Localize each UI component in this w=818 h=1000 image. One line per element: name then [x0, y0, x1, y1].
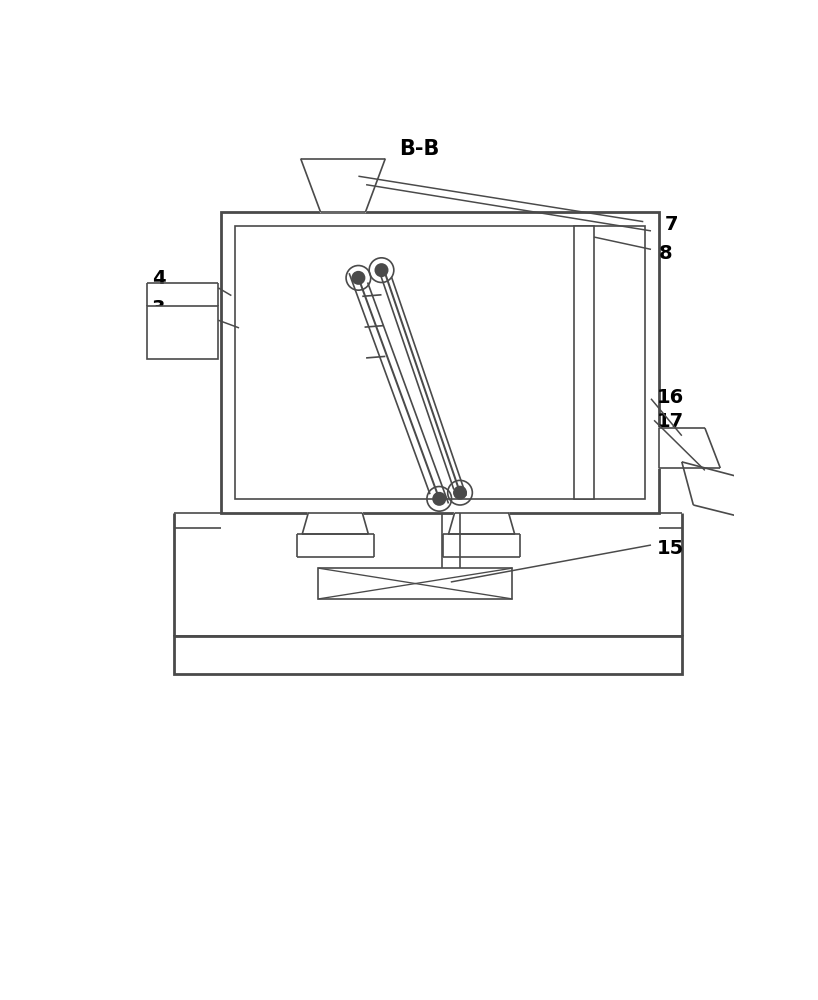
Polygon shape — [443, 534, 520, 557]
Bar — [236, 226, 645, 499]
Polygon shape — [448, 513, 515, 534]
Text: 4: 4 — [152, 269, 166, 288]
Bar — [318, 568, 512, 599]
Polygon shape — [302, 513, 368, 534]
Text: 3: 3 — [152, 299, 165, 318]
Polygon shape — [658, 428, 721, 468]
Bar — [222, 212, 658, 513]
Circle shape — [375, 264, 388, 276]
Text: 17: 17 — [657, 412, 685, 431]
Text: 7: 7 — [665, 215, 678, 234]
Text: 8: 8 — [658, 244, 672, 263]
Circle shape — [353, 272, 365, 284]
Bar — [574, 226, 594, 499]
Text: 15: 15 — [657, 539, 685, 558]
Bar — [173, 636, 681, 674]
Text: 16: 16 — [657, 388, 685, 407]
Bar — [146, 306, 218, 359]
Polygon shape — [301, 158, 385, 212]
Polygon shape — [681, 462, 755, 520]
Circle shape — [433, 493, 446, 505]
Polygon shape — [297, 534, 374, 557]
Text: B-B: B-B — [399, 139, 439, 159]
Circle shape — [454, 487, 466, 499]
